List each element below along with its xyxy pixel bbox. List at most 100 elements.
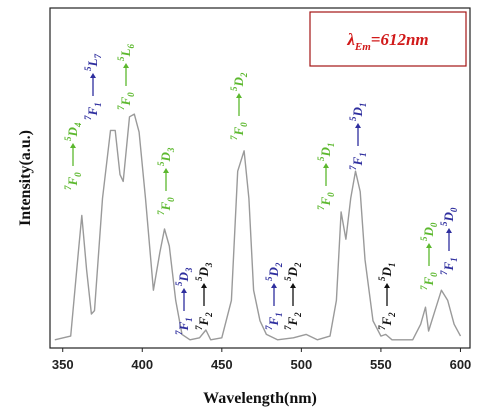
lower-term: 7F2 bbox=[377, 312, 397, 330]
lower-multiplicity: 7 bbox=[156, 210, 166, 215]
lower-j: 0 bbox=[166, 197, 176, 202]
lower-term: 7F1 bbox=[348, 152, 368, 170]
x-tick-label: 350 bbox=[52, 357, 74, 372]
lower-multiplicity: 7 bbox=[63, 185, 73, 190]
lower-j: 1 bbox=[358, 152, 368, 157]
arrow-head bbox=[355, 123, 361, 128]
upper-level: D bbox=[266, 267, 281, 278]
upper-j: 7 bbox=[93, 54, 103, 59]
lower-j: 1 bbox=[449, 257, 459, 262]
upper-multiplicity: 5 bbox=[377, 276, 387, 281]
upper-level: L bbox=[85, 59, 100, 68]
upper-term: 5L7 bbox=[83, 54, 103, 71]
upper-term: 5D3 bbox=[194, 262, 214, 281]
x-tick-label: 600 bbox=[450, 357, 472, 372]
arrow-head bbox=[70, 143, 76, 148]
upper-multiplicity: 5 bbox=[419, 236, 429, 241]
upper-term: 5D1 bbox=[348, 103, 368, 121]
upper-multiplicity: 5 bbox=[283, 276, 293, 281]
x-tick-label: 550 bbox=[370, 357, 392, 372]
lower-multiplicity: 7 bbox=[348, 165, 358, 170]
legend-symbol: λ bbox=[346, 30, 355, 49]
arrow-head bbox=[163, 168, 169, 173]
upper-term: 5D4 bbox=[63, 122, 83, 141]
upper-multiplicity: 5 bbox=[174, 281, 184, 286]
upper-term: 5D0 bbox=[439, 207, 459, 226]
legend-label: λEm=612nm bbox=[346, 30, 428, 53]
transition-label: 7F1 5D2 bbox=[264, 262, 284, 330]
lower-j: 0 bbox=[73, 172, 83, 177]
upper-level: L bbox=[118, 49, 133, 58]
lower-multiplicity: 7 bbox=[316, 205, 326, 210]
transition-label: 7F1 5D0 bbox=[439, 207, 459, 275]
arrow-head bbox=[384, 283, 390, 288]
lower-level: F bbox=[196, 317, 211, 327]
upper-level: D bbox=[441, 212, 456, 223]
upper-j: 4 bbox=[73, 122, 83, 128]
lower-j: 0 bbox=[326, 192, 336, 197]
upper-j: 0 bbox=[449, 207, 459, 212]
upper-multiplicity: 5 bbox=[156, 161, 166, 166]
plot-frame bbox=[49, 7, 471, 349]
upper-multiplicity: 5 bbox=[194, 276, 204, 281]
lower-level: F bbox=[176, 322, 191, 332]
lower-j: 2 bbox=[204, 312, 214, 318]
upper-multiplicity: 5 bbox=[116, 56, 126, 61]
upper-j: 6 bbox=[126, 44, 136, 49]
arrow-head bbox=[426, 243, 432, 248]
lower-level: F bbox=[118, 97, 133, 107]
y-axis-label: Intensity(a.u.) bbox=[17, 130, 34, 226]
lower-term: 7F2 bbox=[283, 312, 303, 330]
upper-term: 5D2 bbox=[283, 262, 303, 281]
arrow-head bbox=[446, 228, 452, 233]
lower-term: 7F2 bbox=[194, 312, 214, 330]
lower-level: F bbox=[85, 107, 100, 117]
lower-level: F bbox=[266, 317, 281, 327]
lower-level: F bbox=[231, 127, 246, 137]
lower-multiplicity: 7 bbox=[283, 325, 293, 330]
lower-multiplicity: 7 bbox=[174, 330, 184, 335]
upper-term: 5D1 bbox=[377, 263, 397, 281]
upper-j: 1 bbox=[358, 103, 368, 108]
x-tick-label: 500 bbox=[291, 357, 313, 372]
upper-j: 3 bbox=[184, 267, 194, 273]
upper-level: D bbox=[176, 272, 191, 283]
upper-level: D bbox=[285, 267, 300, 278]
upper-level: D bbox=[158, 152, 173, 163]
lower-level: F bbox=[285, 317, 300, 327]
lower-multiplicity: 7 bbox=[439, 270, 449, 275]
lower-multiplicity: 7 bbox=[229, 135, 239, 140]
lower-multiplicity: 7 bbox=[377, 325, 387, 330]
arrow-head bbox=[271, 283, 277, 288]
upper-multiplicity: 5 bbox=[63, 136, 73, 141]
spectrum-line bbox=[54, 113, 462, 341]
upper-j: 2 bbox=[293, 262, 303, 268]
lower-j: 2 bbox=[387, 312, 397, 318]
upper-term: 5D0 bbox=[419, 222, 439, 241]
transition-label: 7F0 5D3 bbox=[156, 147, 176, 215]
lower-multiplicity: 7 bbox=[419, 285, 429, 290]
arrow-head bbox=[181, 288, 187, 293]
upper-multiplicity: 5 bbox=[348, 116, 358, 121]
upper-term: 5L6 bbox=[116, 44, 136, 61]
upper-multiplicity: 5 bbox=[316, 156, 326, 161]
lower-level: F bbox=[421, 277, 436, 287]
lower-term: 7F0 bbox=[63, 172, 83, 190]
lower-j: 2 bbox=[293, 312, 303, 318]
lower-level: F bbox=[350, 157, 365, 167]
upper-j: 1 bbox=[326, 143, 336, 148]
upper-j: 3 bbox=[166, 147, 176, 153]
upper-term: 5D1 bbox=[316, 143, 336, 161]
lower-level: F bbox=[158, 202, 173, 212]
upper-level: D bbox=[421, 227, 436, 238]
arrow-head bbox=[323, 163, 329, 168]
upper-multiplicity: 5 bbox=[229, 86, 239, 91]
legend-subscript: Em bbox=[354, 41, 371, 53]
arrow-head bbox=[290, 283, 296, 288]
upper-term: 5D3 bbox=[156, 147, 176, 166]
lower-multiplicity: 7 bbox=[83, 115, 93, 120]
